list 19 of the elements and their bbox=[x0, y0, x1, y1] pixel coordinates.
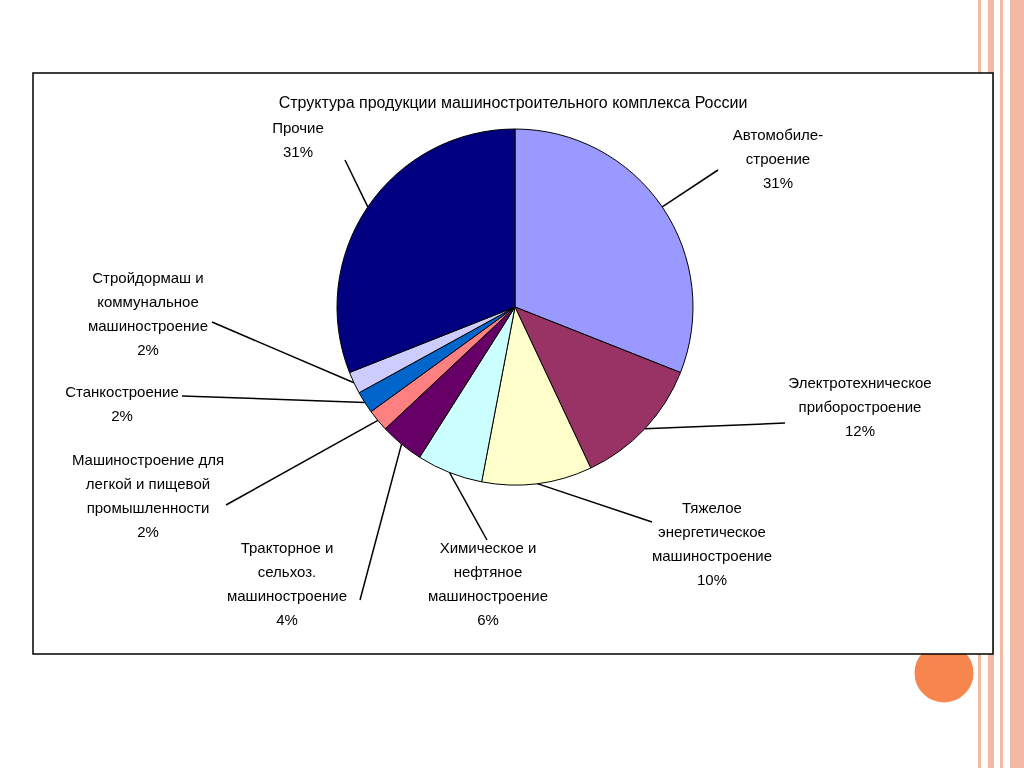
data-label: 2% bbox=[137, 341, 159, 358]
data-label: 2% bbox=[111, 407, 133, 424]
slice-label: Автомобиле- строение bbox=[732, 126, 824, 167]
slice-label: Тракторное и сельхоз. машиностроение bbox=[226, 539, 348, 604]
data-label: 6% bbox=[477, 611, 499, 628]
data-label: 2% bbox=[137, 523, 159, 540]
data-label: 10% bbox=[696, 571, 728, 588]
data-label: 31% bbox=[282, 143, 314, 160]
data-label: 31% bbox=[762, 174, 794, 191]
slice-label: Машиностроение для легкой и пищевой промышленности bbox=[71, 451, 225, 516]
slice-label: Стройдормаш и коммунальное машиностроение bbox=[87, 269, 209, 334]
slice-label: Тяжелое энергетическое машиностроение bbox=[651, 499, 773, 564]
slice-label: Станкостроение bbox=[65, 383, 179, 400]
data-label: 12% bbox=[844, 422, 876, 439]
chart-title: Структура продукции машиностроительного комплекса России bbox=[278, 94, 748, 111]
slice-label: Химическое и нефтяное машиностроение bbox=[427, 539, 549, 604]
slice-label: Электротехническое приборостроение bbox=[788, 374, 932, 415]
slice-label: Прочие bbox=[272, 119, 324, 136]
data-label: 4% bbox=[276, 611, 298, 628]
